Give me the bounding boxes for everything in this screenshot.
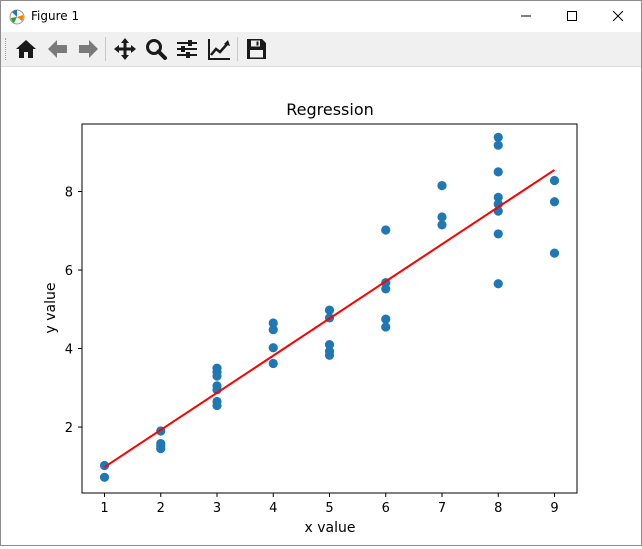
x-tick-label: 6: [382, 501, 390, 516]
data-point: [212, 371, 222, 381]
x-tick-label: 8: [494, 501, 502, 516]
data-point: [381, 225, 391, 235]
save-button[interactable]: [243, 36, 269, 62]
data-point: [493, 132, 503, 142]
data-point: [99, 460, 110, 471]
x-tick-label: 5: [325, 501, 333, 516]
x-tick-label: 7: [438, 501, 446, 516]
toolbar-separator: [105, 37, 106, 61]
zoom-icon: [146, 39, 167, 60]
y-tick-label: 4: [65, 343, 73, 358]
x-tick-label: 1: [100, 501, 108, 516]
configure-subplots-icon: [177, 40, 197, 58]
scatter-plot: Regression 1 2 3 4 5 6 7 8 9 2 4 6 8 x value y valu…: [43, 100, 578, 536]
save-icon: [247, 39, 266, 59]
data-point: [493, 167, 503, 177]
edit-axis-button[interactable]: [206, 36, 232, 62]
data-point: [212, 400, 222, 411]
zoom-button[interactable]: [143, 36, 169, 62]
y-axis-label: y value: [43, 283, 59, 334]
y-tick-label: 2: [65, 421, 73, 436]
data-point: [493, 229, 503, 239]
x-axis: 1 2 3 4 5 6 7 8 9: [100, 493, 559, 516]
x-tick-label: 2: [157, 501, 165, 516]
maximize-button[interactable]: [549, 1, 595, 32]
x-tick-label: 9: [550, 501, 558, 516]
data-point: [381, 284, 391, 294]
data-point: [549, 248, 560, 258]
home-icon: [16, 40, 36, 58]
home-button[interactable]: [13, 36, 39, 62]
window-title: Figure 1: [31, 9, 80, 23]
y-tick-label: 8: [65, 186, 73, 201]
data-point: [381, 322, 391, 332]
minimize-icon: [521, 15, 531, 17]
data-point: [493, 192, 503, 203]
y-tick-label: 6: [65, 264, 73, 279]
data-point: [549, 175, 560, 186]
data-point: [493, 140, 503, 150]
data-point: [324, 305, 335, 315]
data-point: [437, 212, 447, 222]
figure-canvas[interactable]: Regression 1 2 3 4 5 6 7 8 9 2 4 6 8 x value y valu…: [1, 67, 641, 545]
toolbar-grip[interactable]: [5, 38, 9, 60]
close-icon: [613, 11, 623, 21]
title-bar[interactable]: Figure 1: [1, 1, 641, 32]
forward-arrow-icon: [79, 40, 98, 58]
back-button[interactable]: [45, 36, 71, 62]
regression-line: [103, 169, 556, 468]
configure-subplots-button[interactable]: [174, 36, 200, 62]
y-axis: 2 4 6 8: [65, 186, 82, 436]
data-point: [268, 318, 278, 328]
data-points: [99, 132, 560, 482]
data-point: [268, 343, 278, 353]
navigation-toolbar: [1, 32, 641, 67]
x-axis-label: x value: [305, 520, 356, 536]
maximize-icon: [567, 11, 577, 21]
pan-button[interactable]: [112, 36, 138, 62]
edit-axis-icon: [208, 39, 230, 60]
data-point: [437, 220, 447, 230]
data-point: [549, 197, 560, 207]
data-point: [268, 358, 278, 369]
back-arrow-icon: [48, 40, 67, 58]
toolbar-separator: [237, 37, 238, 61]
minimize-button[interactable]: [503, 1, 549, 32]
data-point: [99, 472, 110, 482]
close-button[interactable]: [595, 1, 641, 32]
data-point: [156, 444, 166, 454]
x-tick-label: 4: [269, 501, 277, 516]
data-point: [324, 350, 335, 360]
chart-title: Regression: [286, 100, 374, 119]
data-point: [437, 181, 447, 191]
forward-button[interactable]: [75, 36, 101, 62]
x-tick-label: 3: [213, 501, 221, 516]
data-point: [381, 314, 391, 324]
data-point: [493, 279, 503, 289]
regression-line-group: [103, 169, 556, 468]
pan-icon: [114, 38, 136, 60]
data-point: [324, 340, 335, 350]
matplotlib-app-icon: [9, 9, 25, 25]
data-point: [268, 325, 278, 335]
